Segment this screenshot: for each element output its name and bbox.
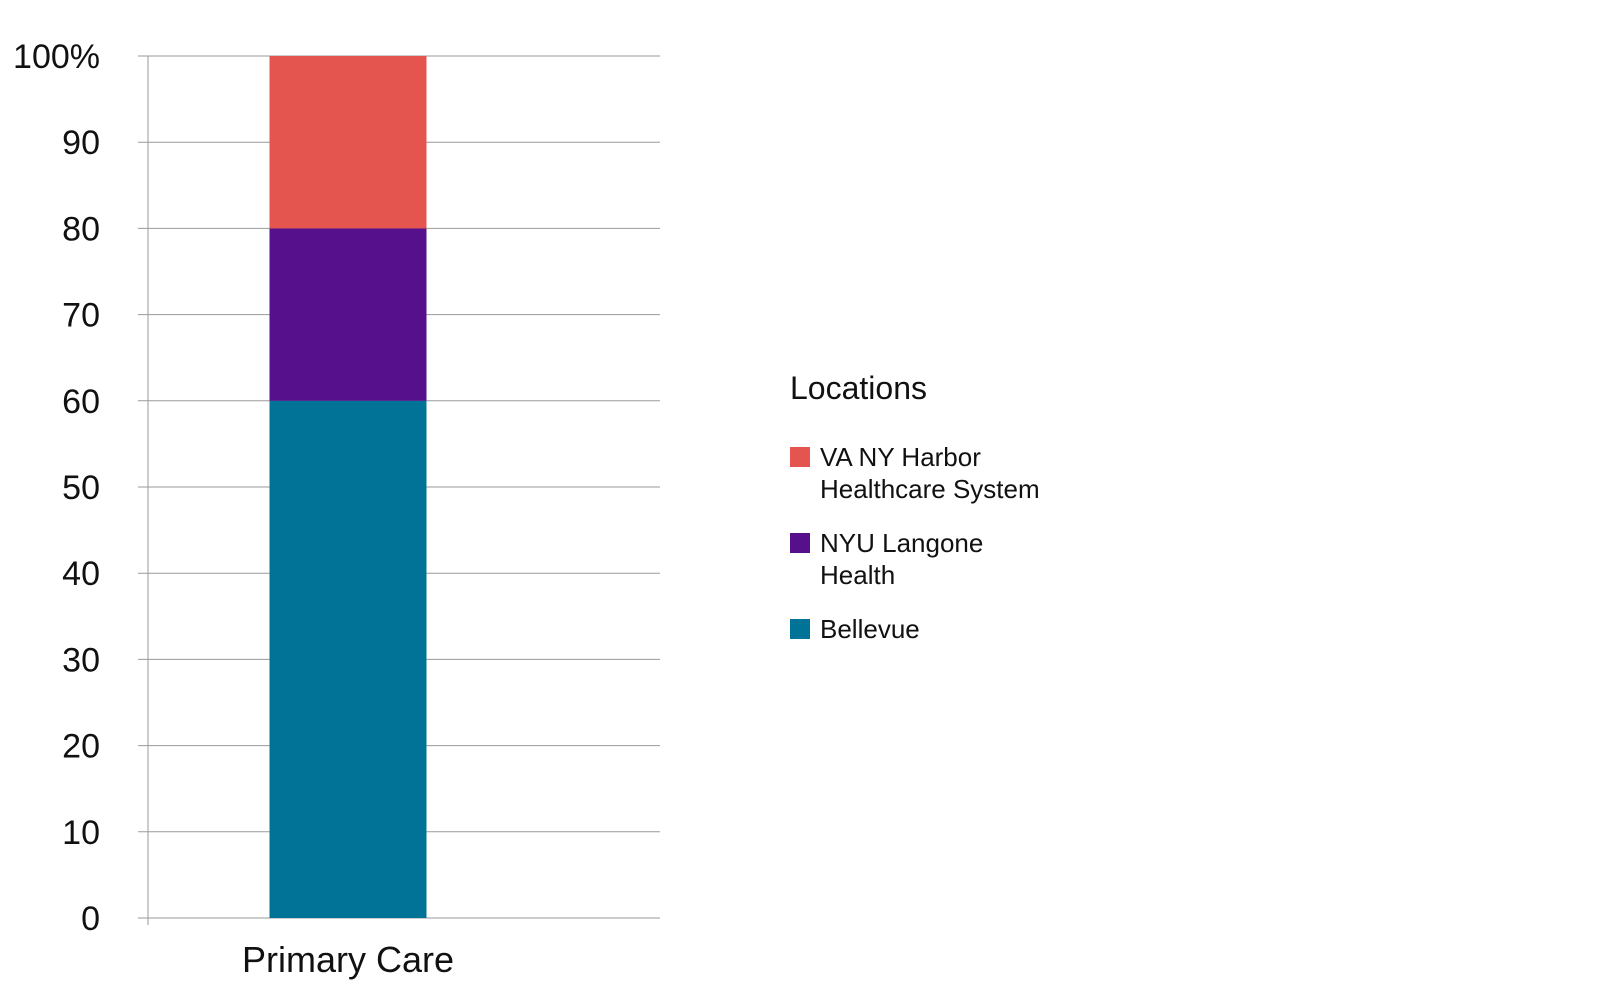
y-tick-label: 70 bbox=[62, 297, 100, 335]
x-category-label: Primary Care bbox=[242, 939, 454, 980]
y-tick-label: 10 bbox=[62, 814, 100, 852]
bar-segment-bellevue bbox=[269, 400, 427, 918]
y-tick-label: 100% bbox=[13, 38, 100, 76]
legend-label-bellevue: Bellevue bbox=[820, 614, 920, 644]
legend-label-nyu: NYU Langone Health bbox=[820, 528, 984, 590]
y-tick-label: 50 bbox=[62, 469, 100, 507]
y-tick-label: 40 bbox=[62, 555, 100, 593]
legend-title: Locations bbox=[790, 370, 927, 406]
bar-segment-nyu-langone-health bbox=[269, 228, 427, 401]
y-tick-label: 0 bbox=[81, 900, 100, 938]
legend-item-nyu: NYU Langone Health bbox=[790, 527, 1050, 591]
y-tick-label: 30 bbox=[62, 641, 100, 679]
y-tick-label: 20 bbox=[62, 728, 100, 766]
y-tick-label: 60 bbox=[62, 383, 100, 421]
legend-swatch-nyu bbox=[790, 533, 810, 553]
legend: Locations VA NY Harbor Healthcare System… bbox=[790, 370, 1050, 667]
y-tick-label: 90 bbox=[62, 124, 100, 162]
bar-segment-va-ny-harbor-healthcare-system bbox=[269, 56, 427, 229]
legend-item-bellevue: Bellevue bbox=[790, 613, 1050, 645]
legend-label-va: VA NY Harbor Healthcare System bbox=[820, 442, 1040, 504]
legend-swatch-va bbox=[790, 447, 810, 467]
y-tick-label: 80 bbox=[62, 210, 100, 248]
legend-swatch-bellevue bbox=[790, 619, 810, 639]
legend-item-va: VA NY Harbor Healthcare System bbox=[790, 441, 1050, 505]
